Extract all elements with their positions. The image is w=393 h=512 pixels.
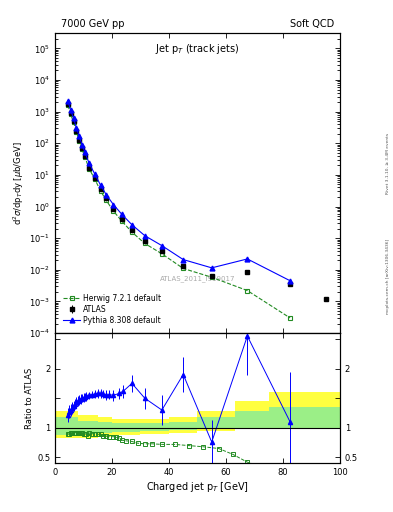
Herwig 7.2.1 default: [288, 315, 292, 321]
Herwig 7.2.1 default: [130, 229, 134, 235]
Bar: [112, 419, 141, 435]
Text: mcplots.cern.ch [arXiv:1306.3436]: mcplots.cern.ch [arXiv:1306.3436]: [386, 239, 390, 314]
Bar: [55, 417, 66, 435]
Bar: [198, 411, 235, 431]
Herwig 7.2.1 default: [209, 274, 214, 281]
Bar: [112, 423, 141, 432]
Herwig 7.2.1 default: [83, 154, 87, 160]
Text: Jet p$_{T}$ (track jets): Jet p$_{T}$ (track jets): [155, 42, 240, 56]
Text: 7000 GeV pp: 7000 GeV pp: [61, 19, 124, 29]
Bar: [235, 401, 269, 428]
Herwig 7.2.1 default: [74, 129, 79, 135]
Herwig 7.2.1 default: [98, 188, 103, 194]
Bar: [235, 411, 269, 428]
X-axis label: Charged jet p$_{T}$ [GeV]: Charged jet p$_{T}$ [GeV]: [146, 480, 249, 494]
Herwig 7.2.1 default: [71, 119, 76, 125]
Y-axis label: Ratio to ATLAS: Ratio to ATLAS: [25, 368, 34, 429]
Bar: [198, 417, 235, 429]
Text: ATLAS_2011_I919017: ATLAS_2011_I919017: [160, 275, 235, 283]
Bar: [98, 422, 112, 433]
Bar: [98, 417, 112, 437]
Bar: [169, 417, 198, 433]
Text: Soft QCD: Soft QCD: [290, 19, 334, 29]
Herwig 7.2.1 default: [142, 240, 147, 246]
Herwig 7.2.1 default: [80, 146, 84, 153]
Herwig 7.2.1 default: [93, 176, 97, 182]
Bar: [55, 411, 66, 438]
Herwig 7.2.1 default: [111, 208, 116, 214]
Bar: [78, 421, 98, 434]
Text: Rivet 3.1.10, ≥ 3.4M events: Rivet 3.1.10, ≥ 3.4M events: [386, 133, 390, 195]
Bar: [66, 411, 78, 438]
Herwig 7.2.1 default: [87, 166, 92, 172]
Line: Herwig 7.2.1 default: Herwig 7.2.1 default: [65, 103, 292, 321]
Bar: [169, 422, 198, 430]
Bar: [66, 417, 78, 435]
Herwig 7.2.1 default: [181, 265, 185, 271]
Herwig 7.2.1 default: [160, 251, 164, 257]
Legend: Herwig 7.2.1 default, ATLAS, Pythia 8.308 default: Herwig 7.2.1 default, ATLAS, Pythia 8.30…: [62, 292, 163, 326]
Herwig 7.2.1 default: [119, 218, 124, 224]
Bar: [269, 392, 340, 428]
Herwig 7.2.1 default: [77, 138, 82, 144]
Herwig 7.2.1 default: [68, 111, 73, 117]
Bar: [269, 407, 340, 428]
Herwig 7.2.1 default: [66, 102, 70, 108]
Bar: [141, 423, 169, 432]
Bar: [78, 415, 98, 438]
Bar: [141, 419, 169, 434]
Herwig 7.2.1 default: [104, 198, 108, 204]
Herwig 7.2.1 default: [245, 288, 250, 294]
Y-axis label: d$^{2}$$\sigma$/dp$_{T}$dy [$\mu$b/GeV]: d$^{2}$$\sigma$/dp$_{T}$dy [$\mu$b/GeV]: [12, 141, 26, 225]
